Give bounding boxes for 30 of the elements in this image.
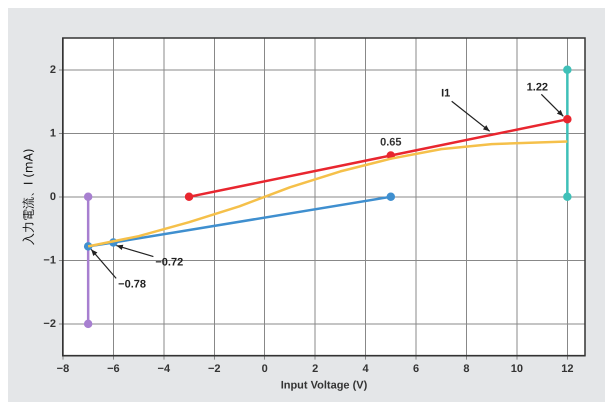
x-tick-label: 12 [561, 363, 574, 376]
point [84, 192, 92, 202]
point [84, 320, 92, 328]
point [184, 192, 194, 202]
point [563, 115, 572, 124]
data-label: −0.78 [118, 278, 146, 290]
y-tick-label: 0 [50, 190, 56, 203]
y-tick-label: −2 [43, 318, 56, 330]
x-tick-label: −8 [56, 363, 70, 376]
data-label: −0.72 [155, 256, 184, 269]
y-tick-label: −1 [43, 254, 56, 266]
y-tick-label: 2 [50, 64, 56, 76]
point [386, 192, 396, 202]
x-tick-label: 0 [262, 363, 268, 376]
x-axis-title: Input Voltage (V) [280, 379, 368, 392]
x-tick-label: 2 [312, 363, 318, 376]
x-tick-label: 6 [412, 363, 420, 376]
y-tick-label: 1 [50, 127, 56, 140]
data-label: 0.65 [380, 136, 402, 149]
point [563, 192, 572, 202]
x-tick-label: 8 [463, 363, 470, 376]
x-tick-label: 4 [362, 363, 370, 376]
x-tick-label: −4 [158, 363, 171, 376]
point [563, 66, 572, 74]
x-tick-label: −6 [107, 363, 120, 376]
annotation: I1 [441, 87, 450, 100]
x-tick-label: 10 [510, 363, 524, 376]
y-axis-title: 入力電流、I (mA) [21, 148, 36, 246]
data-label: 1.22 [526, 81, 548, 94]
x-tick-label: −2 [208, 363, 221, 376]
